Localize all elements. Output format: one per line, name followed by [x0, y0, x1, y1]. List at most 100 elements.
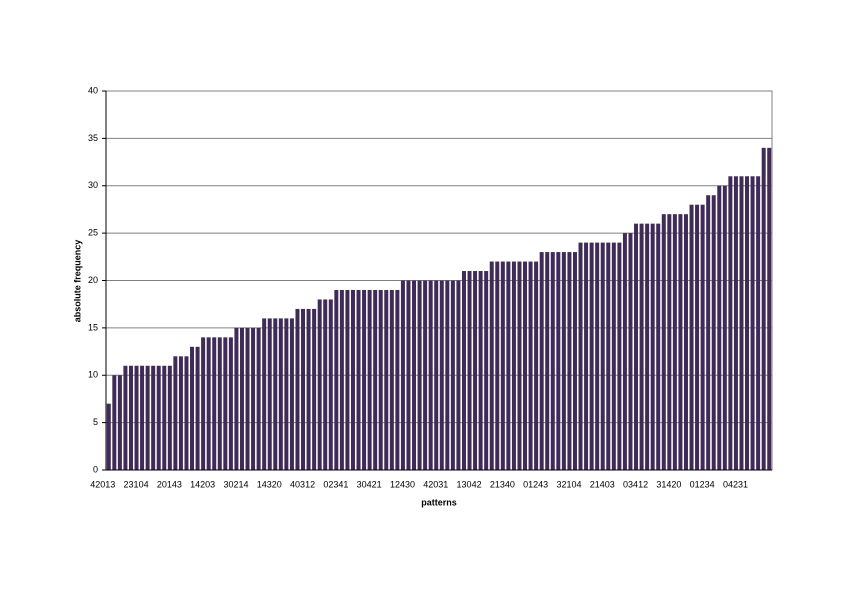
bar [239, 327, 244, 470]
bar [245, 327, 250, 470]
bar [334, 289, 339, 470]
bar [717, 185, 722, 470]
bar [423, 280, 428, 470]
bar [251, 327, 256, 470]
bar [506, 261, 511, 470]
bar [767, 147, 772, 470]
bar [184, 356, 189, 470]
y-tick-label: 35 [88, 133, 98, 143]
bar [201, 337, 206, 470]
x-tick-label: 01234 [690, 479, 715, 489]
bar [628, 233, 633, 470]
bar [450, 280, 455, 470]
bar [434, 280, 439, 470]
bar [595, 242, 600, 470]
bar [722, 185, 727, 470]
bar [289, 318, 294, 470]
y-tick-label: 30 [88, 180, 98, 190]
bar [339, 289, 344, 470]
bar [639, 223, 644, 470]
bar [323, 299, 328, 470]
bar [678, 214, 683, 470]
bar [412, 280, 417, 470]
bar [167, 365, 172, 470]
bar [656, 223, 661, 470]
bar [761, 147, 766, 470]
x-tick-label: 14203 [190, 479, 215, 489]
bar [195, 346, 200, 470]
bar [584, 242, 589, 470]
bar [228, 337, 233, 470]
x-tick-label: 30214 [223, 479, 248, 489]
bar [350, 289, 355, 470]
x-tick-label: 04231 [723, 479, 748, 489]
x-tick-label: 03412 [623, 479, 648, 489]
bar [112, 375, 117, 470]
bar [728, 176, 733, 470]
bar [539, 252, 544, 470]
bar [645, 223, 650, 470]
bar [417, 280, 422, 470]
bar [256, 327, 261, 470]
bar [140, 365, 145, 470]
bar [162, 365, 167, 470]
x-tick-label: 21340 [490, 479, 515, 489]
x-tick-label: 12430 [390, 479, 415, 489]
bar [273, 318, 278, 470]
bar [756, 176, 761, 470]
x-axis-label: patterns [421, 497, 457, 507]
bar [589, 242, 594, 470]
bar [461, 271, 466, 470]
bar [517, 261, 522, 470]
x-tick-label: 01243 [523, 479, 548, 489]
bar [362, 289, 367, 470]
bar [561, 252, 566, 470]
bar [484, 271, 489, 470]
x-tick-label: 02341 [323, 479, 348, 489]
bar [733, 176, 738, 470]
bar [683, 214, 688, 470]
bar [567, 252, 572, 470]
x-tick-label: 32104 [556, 479, 581, 489]
bar [151, 365, 156, 470]
bar [689, 204, 694, 470]
bar [622, 233, 627, 470]
bar [145, 365, 150, 470]
bar [356, 289, 361, 470]
bar [345, 289, 350, 470]
bar [534, 261, 539, 470]
bar [600, 242, 605, 470]
x-tick-label: 40312 [290, 479, 315, 489]
bar [439, 280, 444, 470]
bar [212, 337, 217, 470]
bar [617, 242, 622, 470]
y-tick-label: 10 [88, 370, 98, 380]
bar [367, 289, 372, 470]
y-tick-label: 40 [88, 85, 98, 95]
bar [173, 356, 178, 470]
bar [650, 223, 655, 470]
bar [234, 327, 239, 470]
bar [489, 261, 494, 470]
bar [745, 176, 750, 470]
bar [301, 308, 306, 470]
bar [556, 252, 561, 470]
bar [395, 289, 400, 470]
bar [406, 280, 411, 470]
bar [578, 242, 583, 470]
bar [284, 318, 289, 470]
bar [700, 204, 705, 470]
bar [217, 337, 222, 470]
bar [190, 346, 195, 470]
bar [739, 176, 744, 470]
bar [373, 289, 378, 470]
x-tick-label: 13042 [457, 479, 482, 489]
bar [550, 252, 555, 470]
x-tick-label: 31420 [656, 479, 681, 489]
bar [117, 375, 122, 470]
bar [445, 280, 450, 470]
y-tick-label: 0 [93, 464, 98, 474]
bar [278, 318, 283, 470]
x-tick-label: 42031 [423, 479, 448, 489]
bar [695, 204, 700, 470]
